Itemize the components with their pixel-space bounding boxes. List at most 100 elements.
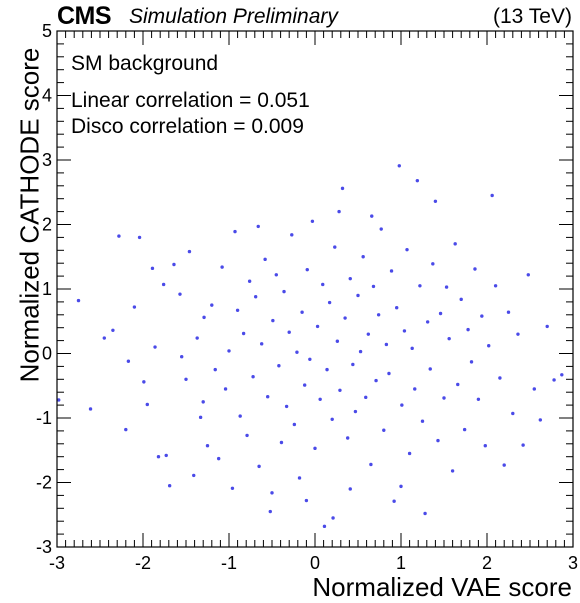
data-point	[282, 289, 286, 294]
data-point	[310, 219, 315, 223]
x-tick-label: 2	[482, 553, 492, 573]
data-point	[223, 387, 228, 391]
data-point	[410, 346, 414, 351]
data-point	[153, 345, 157, 349]
data-point	[318, 397, 322, 401]
data-point	[511, 411, 515, 416]
data-point	[337, 209, 341, 214]
data-point	[407, 451, 412, 456]
data-point	[132, 305, 137, 309]
data-point	[172, 262, 176, 267]
data-point	[413, 387, 417, 391]
data-point	[420, 419, 425, 423]
data-point	[387, 371, 391, 376]
data-point	[235, 308, 240, 312]
data-point	[370, 214, 374, 218]
data-point	[233, 229, 237, 234]
data-point	[374, 378, 378, 383]
y-tick-label: 1	[42, 279, 52, 299]
data-point	[532, 387, 536, 391]
y-tick-label: 2	[42, 215, 52, 235]
x-tick-label: 0	[310, 553, 320, 573]
data-point	[210, 303, 214, 307]
data-point	[302, 383, 307, 387]
data-point	[469, 360, 474, 364]
data-point	[498, 376, 502, 380]
data-point	[453, 242, 457, 246]
data-point	[345, 436, 350, 440]
sample-annotation: SM background	[71, 52, 219, 75]
data-point	[330, 417, 334, 421]
data-point	[297, 476, 302, 480]
data-point	[400, 403, 404, 407]
data-point	[418, 284, 422, 288]
data-point	[436, 438, 440, 443]
data-point	[356, 293, 360, 298]
x-tick-label: -1	[221, 553, 237, 573]
data-point	[305, 267, 309, 272]
data-point	[161, 282, 166, 287]
data-point	[348, 487, 352, 491]
data-point	[263, 257, 267, 262]
data-point	[270, 491, 274, 495]
data-point	[428, 367, 432, 371]
data-point	[277, 364, 281, 368]
data-point	[384, 342, 389, 347]
x-axis-label: Normalized VAE score	[312, 572, 572, 602]
data-point	[358, 349, 363, 354]
data-point	[480, 314, 484, 318]
data-point	[321, 282, 325, 287]
y-tick-label: 4	[42, 86, 52, 106]
data-point	[257, 464, 261, 469]
data-point	[279, 440, 284, 445]
data-point	[327, 300, 332, 305]
data-point	[126, 359, 131, 363]
status-label: Simulation Preliminary	[129, 5, 338, 28]
data-point	[487, 344, 491, 348]
data-point	[247, 279, 252, 283]
y-tick-label: -3	[36, 537, 52, 557]
data-point	[438, 311, 443, 316]
data-point	[348, 276, 352, 281]
data-point	[57, 398, 61, 402]
data-point	[459, 297, 463, 302]
data-point	[187, 249, 192, 254]
data-point	[202, 315, 206, 320]
data-point	[292, 422, 297, 427]
data-point	[124, 427, 128, 432]
data-point	[111, 328, 115, 332]
data-point	[538, 418, 543, 422]
data-point	[201, 400, 205, 404]
data-point	[376, 313, 381, 317]
data-point	[369, 462, 373, 467]
data-point	[442, 396, 446, 400]
data-point	[552, 378, 556, 382]
data-point	[230, 486, 235, 491]
data-point	[361, 255, 365, 259]
data-point	[466, 327, 470, 332]
data-point	[308, 357, 312, 362]
data-point	[521, 443, 525, 447]
data-point	[241, 331, 246, 336]
data-point	[216, 456, 221, 461]
data-point	[245, 433, 249, 438]
data-point	[322, 524, 327, 529]
data-point	[145, 402, 149, 407]
data-point	[395, 306, 399, 310]
data-point	[333, 245, 337, 249]
data-points	[57, 164, 564, 529]
data-point	[338, 388, 342, 392]
data-point	[137, 235, 142, 240]
data-point	[351, 362, 355, 367]
data-point	[268, 509, 272, 514]
data-point	[195, 336, 199, 340]
data-point	[164, 453, 168, 458]
data-point	[178, 292, 182, 296]
data-point	[205, 444, 210, 448]
energy-label: (13 TeV)	[493, 5, 572, 28]
disco-correlation-annotation: Disco correlation = 0.009	[71, 115, 304, 138]
data-point	[88, 407, 93, 411]
data-point	[462, 427, 467, 432]
